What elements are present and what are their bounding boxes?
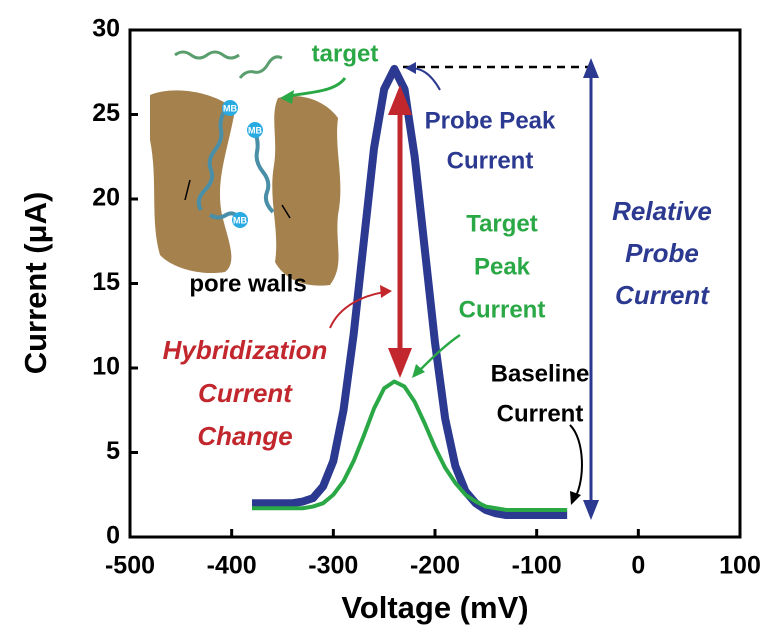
mb-circle xyxy=(222,100,238,116)
y-tick-label: 30 xyxy=(92,15,120,43)
linker xyxy=(281,204,291,219)
annotation: MB xyxy=(233,215,247,225)
x-tick-label: -300 xyxy=(308,552,358,580)
arrowhead xyxy=(280,90,294,104)
annotation: Change xyxy=(197,421,292,451)
annotation: Current xyxy=(497,400,584,427)
mb-circle xyxy=(232,212,248,228)
annotation: Probe Peak xyxy=(425,107,556,134)
x-tick-label: 100 xyxy=(719,552,761,580)
y-tick-label: 15 xyxy=(92,268,120,296)
arrowhead xyxy=(380,285,392,298)
dna xyxy=(238,55,283,79)
dna xyxy=(196,108,227,212)
x-tick-label: -100 xyxy=(512,552,562,580)
arrow xyxy=(329,291,386,329)
y-tick-label: 25 xyxy=(92,99,120,127)
annotation-arrows xyxy=(329,58,599,520)
pore-wall xyxy=(150,90,235,274)
annotation: Peak xyxy=(474,253,531,280)
annotation: MB xyxy=(248,125,262,135)
annotation: Hybridization xyxy=(163,335,328,365)
y-tick-label: 0 xyxy=(106,522,120,550)
mb-circle xyxy=(247,122,263,138)
series-line xyxy=(252,64,568,520)
annotation: Current xyxy=(459,296,546,323)
x-tick-label: -500 xyxy=(105,552,155,580)
annotation: Baseline xyxy=(491,360,590,387)
annotation: Probe xyxy=(625,238,699,268)
arrowhead xyxy=(405,62,416,74)
x-tick-label: -400 xyxy=(207,552,257,580)
annotation: pore walls xyxy=(189,270,306,297)
linker xyxy=(184,179,191,201)
arrowhead xyxy=(388,85,412,115)
series-line xyxy=(252,379,568,512)
dna xyxy=(253,131,275,214)
plot-frame xyxy=(128,28,742,539)
arrowhead xyxy=(388,348,412,378)
annotation: Current xyxy=(615,280,710,310)
plot-area: -500 -400 -300 -200 -100 0 100 0 5 10 15 20 25 30 xyxy=(92,15,761,580)
y-tick-label: 10 xyxy=(92,353,120,381)
arrowhead xyxy=(412,364,425,378)
x-tick-label: 0 xyxy=(631,552,645,580)
y-tick-label: 5 xyxy=(106,437,120,465)
inset-illustration xyxy=(150,50,347,286)
annotation: Current xyxy=(198,378,293,408)
x-tick-label: -200 xyxy=(410,552,460,580)
arrow xyxy=(289,77,347,98)
y-axis-title: Current (μA) xyxy=(18,192,53,375)
arrow xyxy=(569,424,583,499)
y-tick-label: 20 xyxy=(92,184,120,212)
dna xyxy=(174,50,240,60)
annotation: Target xyxy=(466,210,538,237)
annotation: MB xyxy=(223,103,237,113)
arrowhead xyxy=(570,491,581,505)
pore-wall xyxy=(272,96,341,286)
arrowhead xyxy=(583,500,599,520)
annotation: Current xyxy=(447,147,534,174)
annotation: target xyxy=(312,40,379,67)
arrowhead xyxy=(583,58,599,78)
x-axis-title: Voltage (mV) xyxy=(341,590,528,625)
annotation: Relative xyxy=(612,196,712,226)
